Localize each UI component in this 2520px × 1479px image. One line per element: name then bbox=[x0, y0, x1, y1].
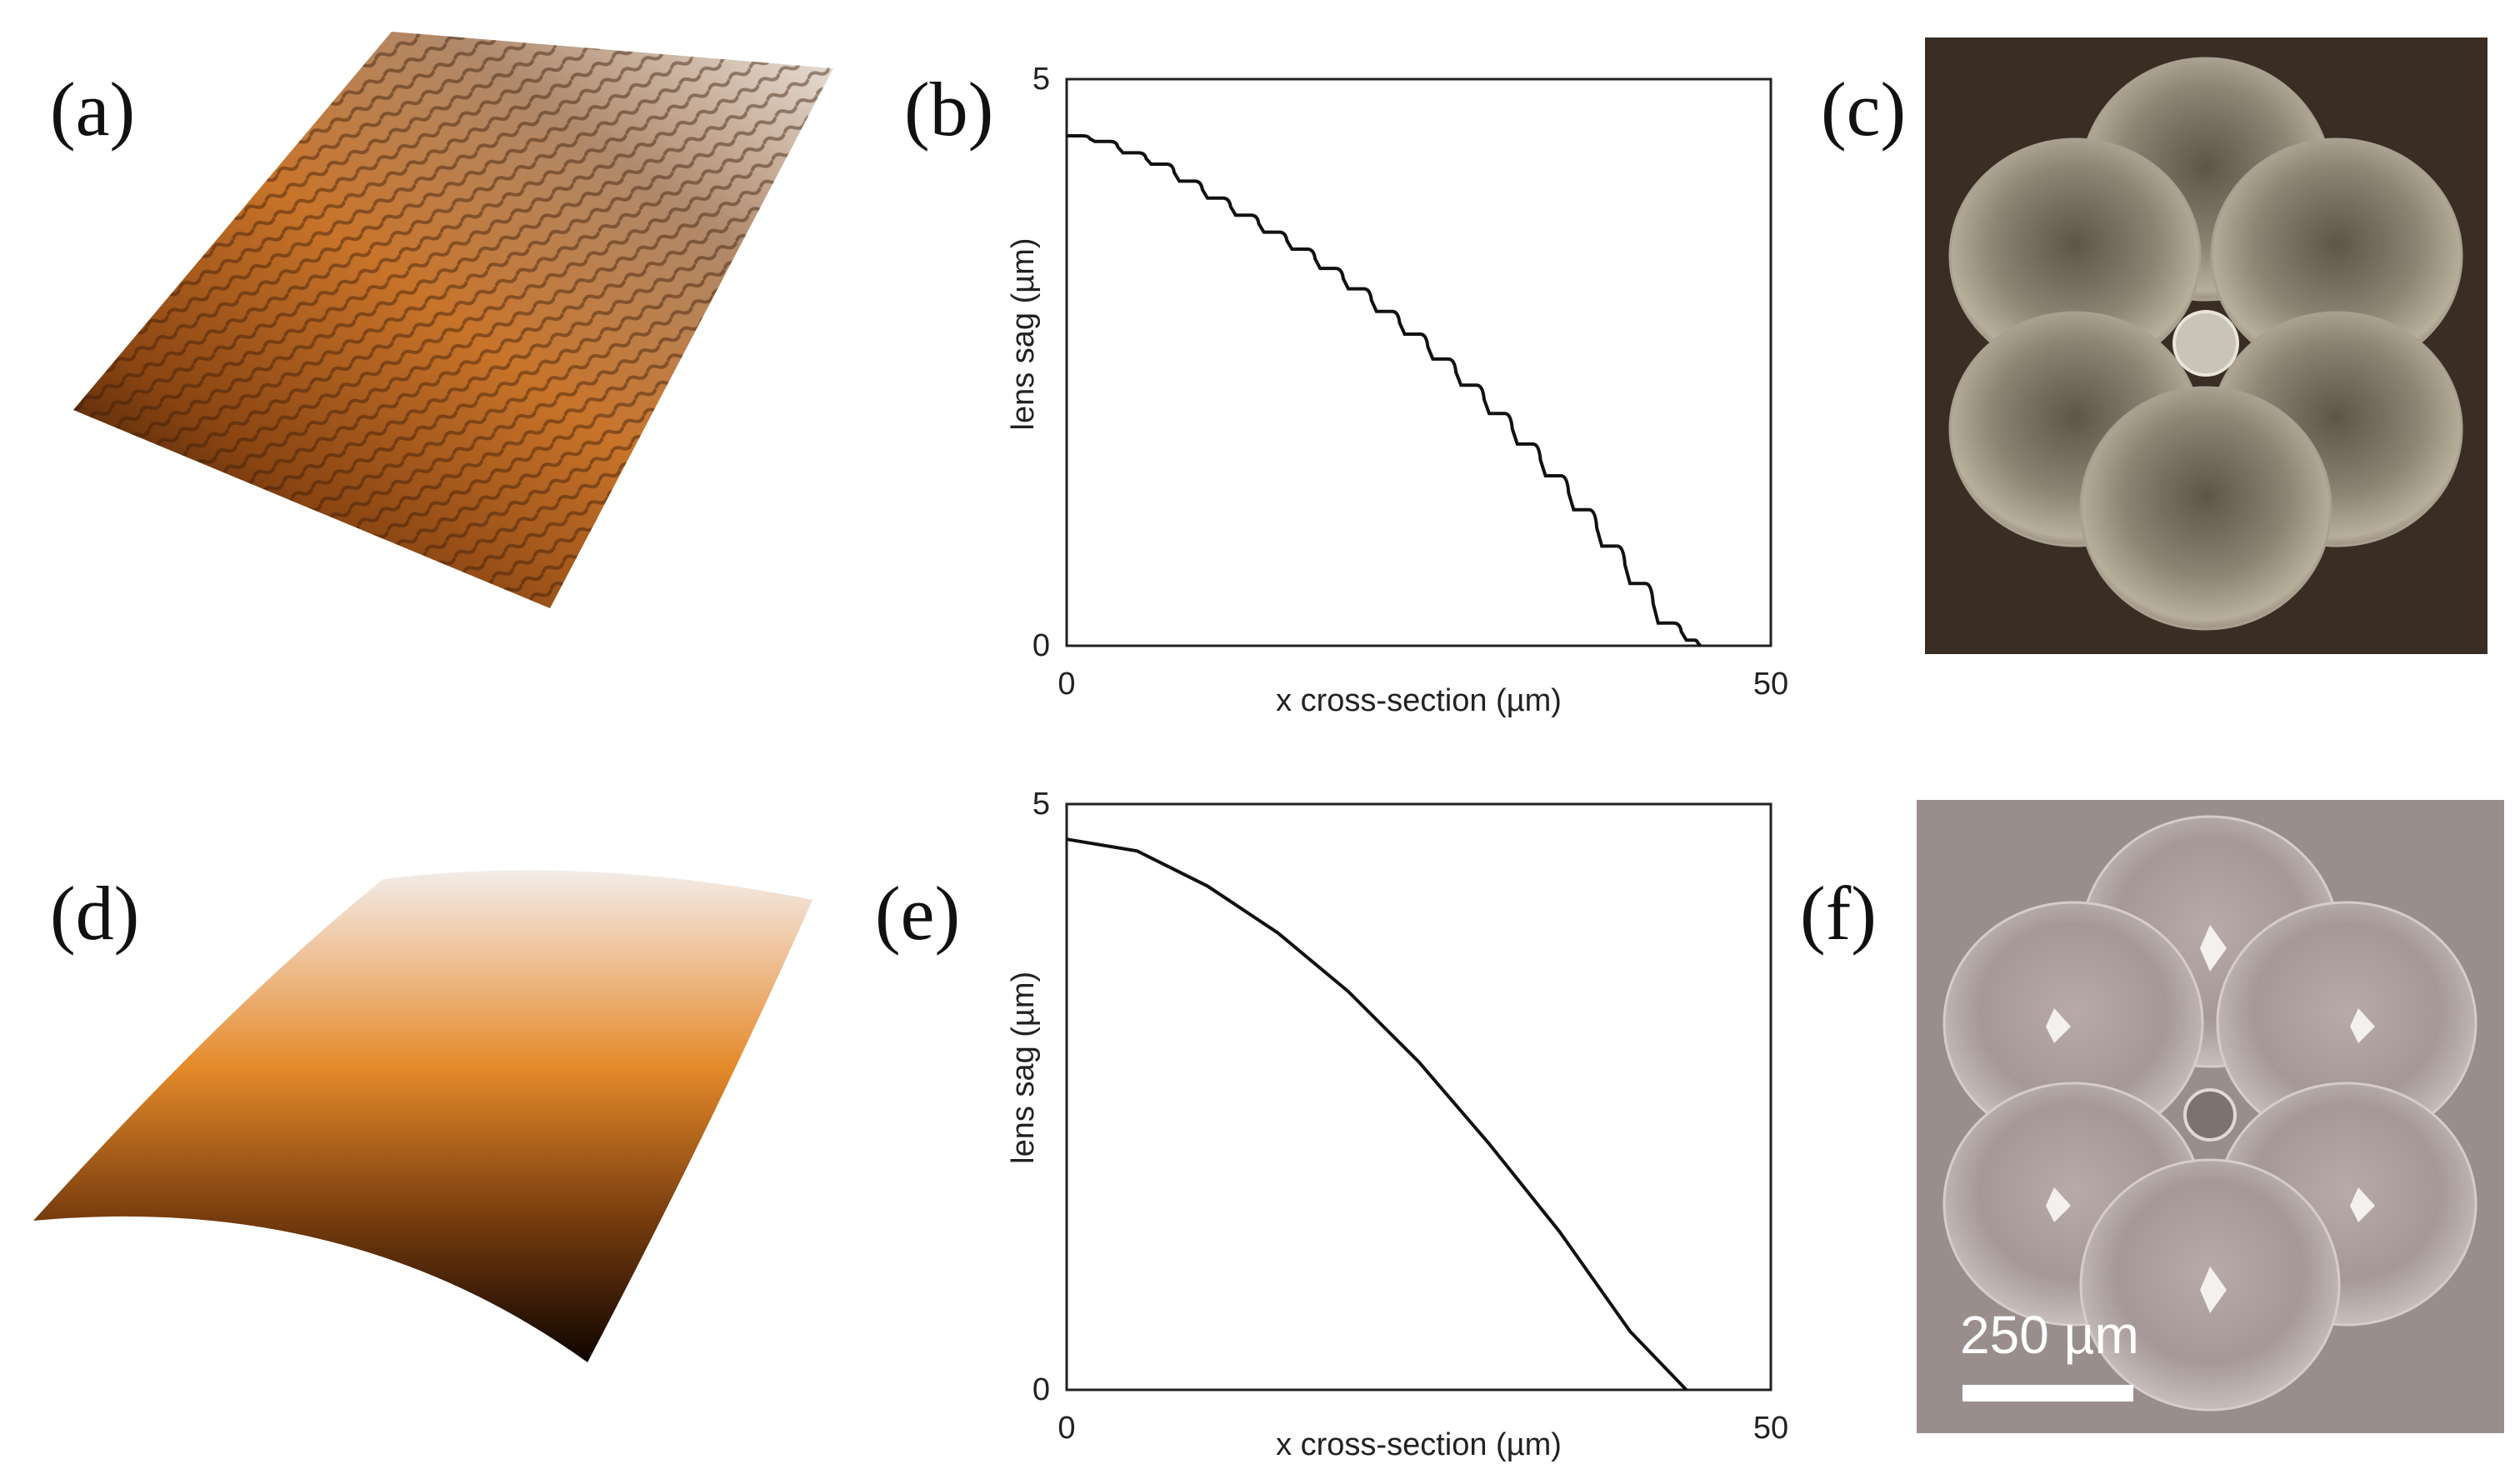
surface-a bbox=[73, 32, 833, 608]
y-tick-0: 0 bbox=[1032, 628, 1050, 663]
panel-label-c: (c) bbox=[1821, 67, 1907, 152]
y-axis-label: lens sag (µm) bbox=[1006, 972, 1041, 1164]
highlight-lower-left bbox=[2046, 1187, 2071, 1222]
highlight-top bbox=[2200, 925, 2227, 972]
lens-bottom bbox=[2079, 386, 2332, 631]
highlight-lower-right bbox=[2350, 1187, 2375, 1222]
highlight-bottom bbox=[2200, 1267, 2227, 1313]
x-tick-50: 50 bbox=[1753, 1411, 1788, 1446]
photo-f bbox=[1917, 800, 2504, 1433]
center-hub bbox=[2183, 1088, 2237, 1142]
y-tick-0: 0 bbox=[1032, 1372, 1050, 1407]
chart-e: 5 0 0 50 x cross-section (µm) lens sag (… bbox=[1006, 792, 1788, 1462]
chart-frame bbox=[1065, 77, 1772, 647]
lens-array bbox=[1942, 815, 2478, 1412]
lens-array bbox=[1948, 57, 2463, 631]
surface-ripples bbox=[73, 32, 833, 608]
x-axis-label: x cross-section (µm) bbox=[1276, 1427, 1562, 1462]
photo-c bbox=[1925, 37, 2488, 654]
highlight-upper-left bbox=[2046, 1008, 2071, 1043]
panel-label-d: (d) bbox=[50, 871, 140, 956]
scale-bar-label: 250 µm bbox=[1960, 1305, 2139, 1365]
scale-bar bbox=[1962, 1385, 2133, 1402]
y-tick-5: 5 bbox=[1032, 792, 1050, 822]
center-hub bbox=[2172, 310, 2239, 377]
highlight-upper-right bbox=[2350, 1008, 2375, 1043]
lens-sag-line bbox=[1067, 134, 1702, 647]
smooth-surface bbox=[33, 870, 812, 1362]
x-tick-50: 50 bbox=[1753, 667, 1788, 702]
x-axis-label: x cross-section (µm) bbox=[1276, 683, 1562, 718]
chart-b: 5 0 0 50 x cross-section (µm) lens sag (… bbox=[1006, 62, 1788, 718]
x-tick-0: 0 bbox=[1058, 667, 1075, 702]
panel-label-e: (e) bbox=[875, 871, 961, 956]
panel-label-a: (a) bbox=[50, 67, 136, 152]
surface-d bbox=[33, 870, 812, 1362]
y-tick-5: 5 bbox=[1032, 62, 1050, 97]
panel-label-f: (f) bbox=[1800, 871, 1877, 956]
y-axis-label: lens sag (µm) bbox=[1006, 238, 1041, 431]
x-tick-0: 0 bbox=[1058, 1411, 1075, 1446]
panel-label-b: (b) bbox=[904, 67, 994, 152]
chart-frame bbox=[1065, 802, 1772, 1392]
lens-sag-line bbox=[1066, 837, 1688, 1392]
